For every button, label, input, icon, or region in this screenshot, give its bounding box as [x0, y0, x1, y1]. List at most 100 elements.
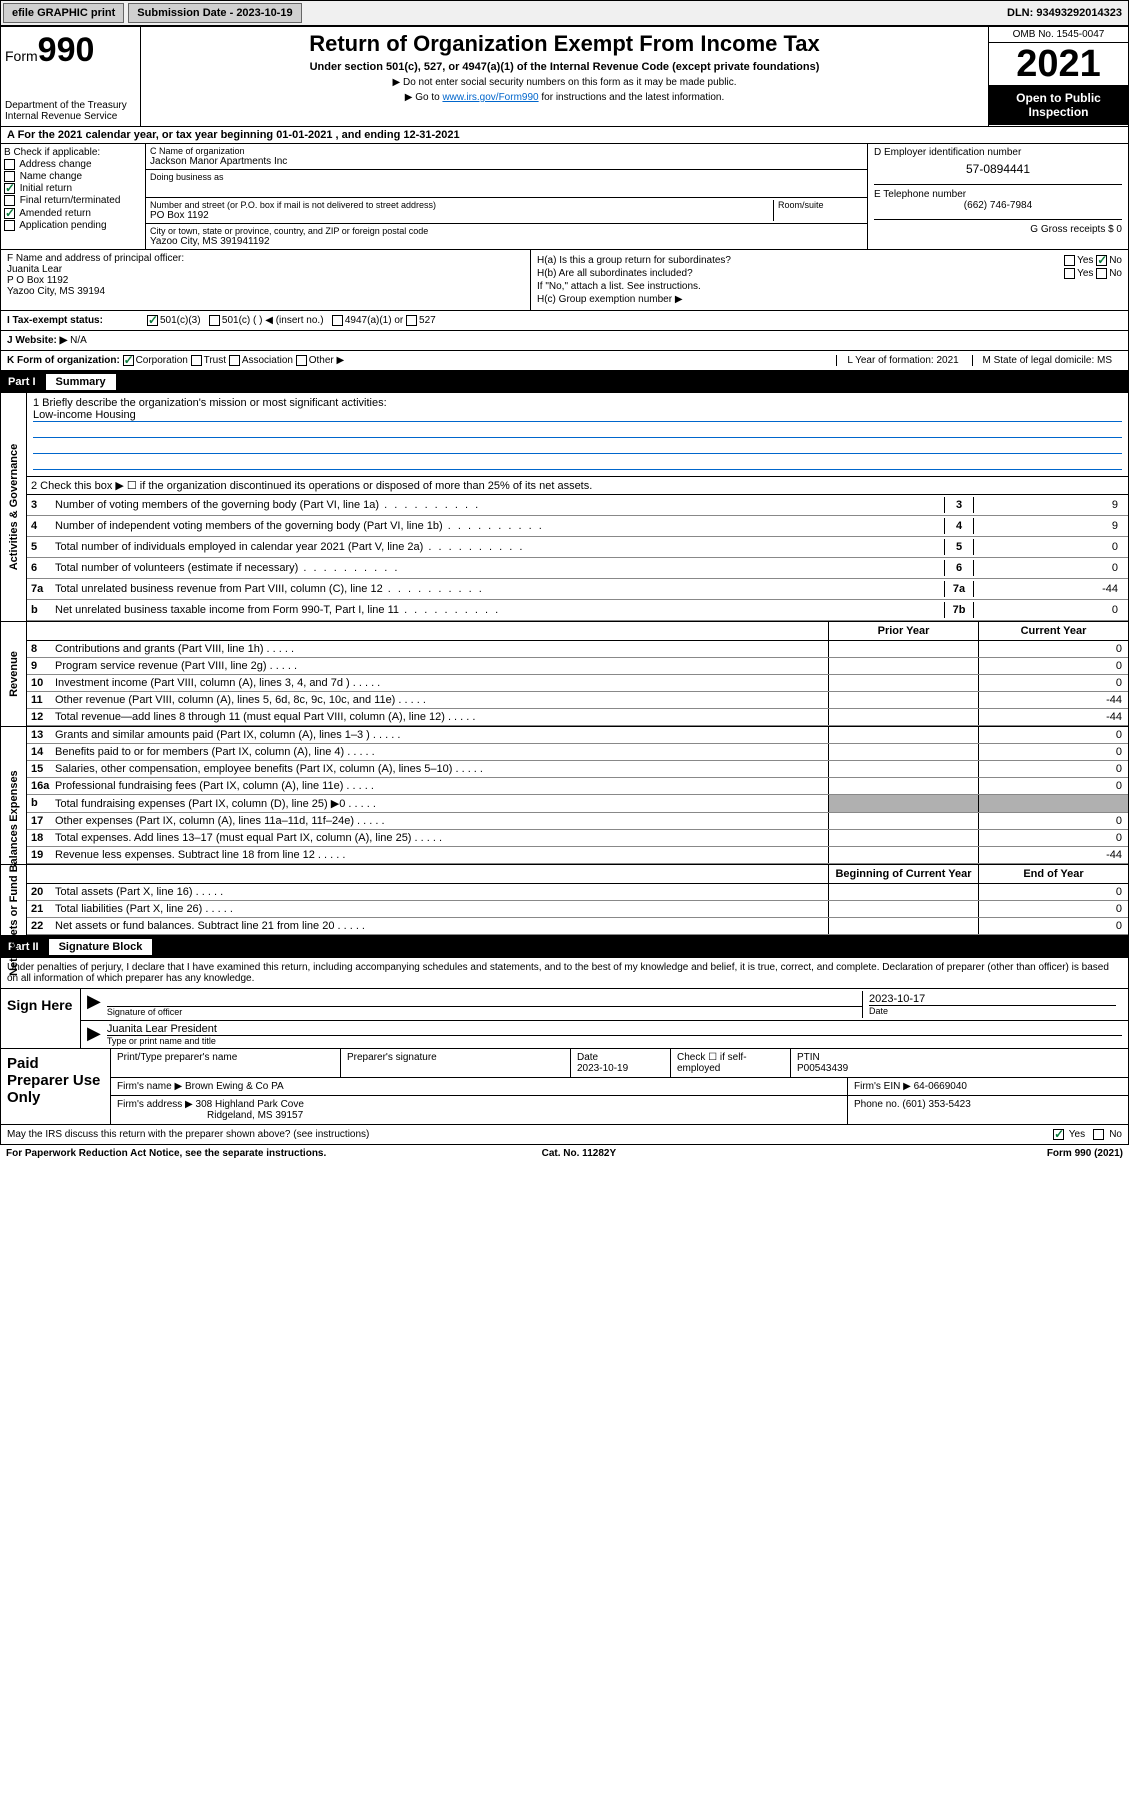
- summary-line: 7aTotal unrelated business revenue from …: [27, 579, 1128, 600]
- ein-label: D Employer identification number: [874, 147, 1122, 158]
- chk-initial-return[interactable]: [4, 183, 15, 194]
- form-number: Form990: [5, 31, 136, 70]
- efile-button[interactable]: efile GRAPHIC print: [3, 3, 124, 23]
- summary-line: 11Other revenue (Part VIII, column (A), …: [27, 692, 1128, 709]
- expenses-section: Expenses 13Grants and similar amounts pa…: [0, 727, 1129, 865]
- page-footer: For Paperwork Reduction Act Notice, see …: [0, 1145, 1129, 1162]
- firm-phone: (601) 353-5423: [902, 1099, 970, 1110]
- box-c: C Name of organizationJackson Manor Apar…: [146, 144, 868, 249]
- part1-header: Part I Summary: [0, 371, 1129, 393]
- summary-line: bNet unrelated business taxable income f…: [27, 600, 1128, 621]
- sign-here-label: Sign Here: [1, 989, 81, 1048]
- summary-line: 5Total number of individuals employed in…: [27, 537, 1128, 558]
- signature-intro: Under penalties of perjury, I declare th…: [0, 958, 1129, 989]
- box-h: H(a) Is this a group return for subordin…: [531, 250, 1128, 310]
- vlabel-netassets: Net Assets or Fund Balances: [1, 865, 27, 935]
- arrow-icon: ▶: [87, 1023, 101, 1046]
- org-name: Jackson Manor Apartments Inc: [150, 156, 863, 167]
- firm-addr2: Ridgeland, MS 39157: [207, 1110, 303, 1121]
- street-address: PO Box 1192: [150, 210, 773, 221]
- summary-line: 21Total liabilities (Part X, line 26) . …: [27, 901, 1128, 918]
- discuss-no[interactable]: [1093, 1129, 1104, 1140]
- summary-line: 3Number of voting members of the governi…: [27, 495, 1128, 516]
- summary-line: 13Grants and similar amounts paid (Part …: [27, 727, 1128, 744]
- paid-preparer-block: Paid Preparer Use Only Print/Type prepar…: [0, 1049, 1129, 1125]
- dln-label: DLN: 93493292014323: [1007, 7, 1128, 19]
- prep-date: 2023-10-19: [577, 1063, 628, 1074]
- submission-date-button[interactable]: Submission Date - 2023-10-19: [128, 3, 301, 23]
- omb-number: OMB No. 1545-0047: [989, 27, 1128, 43]
- irs-label: Internal Revenue Service: [5, 111, 136, 122]
- header-middle: Return of Organization Exempt From Incom…: [141, 27, 988, 126]
- chk-trust[interactable]: [191, 355, 202, 366]
- firm-name: Brown Ewing & Co PA: [185, 1081, 284, 1092]
- discuss-yes[interactable]: [1053, 1129, 1064, 1140]
- top-toolbar: efile GRAPHIC print Submission Date - 20…: [0, 0, 1129, 26]
- chk-assoc[interactable]: [229, 355, 240, 366]
- governance-section: Activities & Governance 1 Briefly descri…: [0, 393, 1129, 622]
- ptin: P00543439: [797, 1063, 848, 1074]
- box-i: I Tax-exempt status: 501(c)(3) 501(c) ( …: [0, 311, 1129, 331]
- header-left: Form990 Department of the Treasury Inter…: [1, 27, 141, 126]
- chk-527[interactable]: [406, 315, 417, 326]
- website-value: N/A: [70, 335, 87, 346]
- box-j: J Website: ▶ N/A: [0, 331, 1129, 351]
- sign-here-block: Sign Here ▶ Signature of officer 2023-10…: [0, 989, 1129, 1049]
- summary-line: 18Total expenses. Add lines 13–17 (must …: [27, 830, 1128, 847]
- summary-line: 10Investment income (Part VIII, column (…: [27, 675, 1128, 692]
- tax-year: 2021: [989, 43, 1128, 85]
- vlabel-governance: Activities & Governance: [1, 393, 27, 621]
- arrow-icon: ▶: [87, 991, 101, 1018]
- officer-addr1: P O Box 1192: [7, 275, 524, 286]
- chk-address-change[interactable]: [4, 159, 15, 170]
- summary-line: 20Total assets (Part X, line 16) . . . .…: [27, 884, 1128, 901]
- summary-line: 14Benefits paid to or for members (Part …: [27, 744, 1128, 761]
- hb-no[interactable]: [1096, 268, 1107, 279]
- gross-receipts: G Gross receipts $ 0: [874, 219, 1122, 235]
- irs-link[interactable]: www.irs.gov/Form990: [442, 92, 538, 103]
- note-link: ▶ Go to www.irs.gov/Form990 for instruct…: [149, 92, 980, 103]
- summary-line: 8Contributions and grants (Part VIII, li…: [27, 641, 1128, 658]
- hb-yes[interactable]: [1064, 268, 1075, 279]
- discuss-row: May the IRS discuss this return with the…: [0, 1125, 1129, 1145]
- summary-line: 9Program service revenue (Part VIII, lin…: [27, 658, 1128, 675]
- box-f: F Name and address of principal officer:…: [1, 250, 531, 310]
- note-ssn: ▶ Do not enter social security numbers o…: [149, 77, 980, 88]
- summary-line: 15Salaries, other compensation, employee…: [27, 761, 1128, 778]
- box-k: K Form of organization: Corporation Trus…: [0, 351, 1129, 371]
- form-subtitle: Under section 501(c), 527, or 4947(a)(1)…: [149, 61, 980, 73]
- firm-addr1: 308 Highland Park Cove: [196, 1099, 304, 1110]
- identity-row: B Check if applicable: Address change Na…: [0, 144, 1129, 250]
- summary-line: 6Total number of volunteers (estimate if…: [27, 558, 1128, 579]
- chk-other[interactable]: [296, 355, 307, 366]
- summary-line: bTotal fundraising expenses (Part IX, co…: [27, 795, 1128, 813]
- box-d-e-g: D Employer identification number 57-0894…: [868, 144, 1128, 249]
- officer-group-row: F Name and address of principal officer:…: [0, 250, 1129, 311]
- public-inspection: Open to Public Inspection: [989, 85, 1128, 125]
- chk-application-pending[interactable]: [4, 220, 15, 231]
- sig-date: 2023-10-17: [869, 993, 1116, 1006]
- summary-line: 19Revenue less expenses. Subtract line 1…: [27, 847, 1128, 864]
- chk-501c3[interactable]: [147, 315, 158, 326]
- officer-name: Juanita Lear: [7, 264, 524, 275]
- tax-period: A For the 2021 calendar year, or tax yea…: [0, 127, 1129, 144]
- phone-label: E Telephone number: [874, 184, 1122, 200]
- revenue-section: Revenue Prior YearCurrent Year 8Contribu…: [0, 622, 1129, 727]
- ha-yes[interactable]: [1064, 255, 1075, 266]
- chk-corp[interactable]: [123, 355, 134, 366]
- box-b: B Check if applicable: Address change Na…: [1, 144, 146, 249]
- chk-501c[interactable]: [209, 315, 220, 326]
- form-label: Form: [5, 48, 38, 64]
- summary-line: 22Net assets or fund balances. Subtract …: [27, 918, 1128, 935]
- summary-line: 17Other expenses (Part IX, column (A), l…: [27, 813, 1128, 830]
- summary-line: 12Total revenue—add lines 8 through 11 (…: [27, 709, 1128, 726]
- chk-amended-return[interactable]: [4, 208, 15, 219]
- dept-label: Department of the Treasury: [5, 100, 136, 111]
- summary-line: 4Number of independent voting members of…: [27, 516, 1128, 537]
- chk-4947[interactable]: [332, 315, 343, 326]
- form-990: 990: [38, 31, 95, 69]
- firm-ein: 64-0669040: [914, 1081, 967, 1092]
- ha-no[interactable]: [1096, 255, 1107, 266]
- vlabel-revenue: Revenue: [1, 622, 27, 726]
- chk-final-return[interactable]: [4, 195, 15, 206]
